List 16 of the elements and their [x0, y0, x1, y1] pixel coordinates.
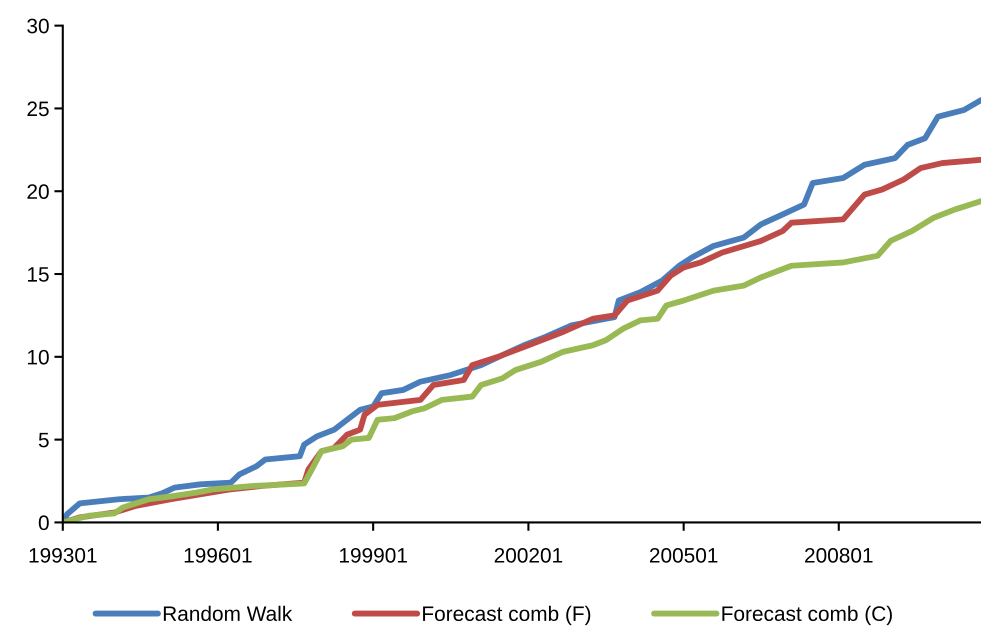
y-tick-label: 10: [28, 350, 49, 365]
x-tick-label: 199601: [184, 548, 252, 563]
legend-label: Forecast comb (F): [423, 606, 590, 626]
y-tick-label: 15: [28, 267, 49, 282]
y-tick-label: 20: [27, 184, 49, 199]
x-tick-label: 199301: [30, 548, 97, 563]
x-tick-label: 200801: [805, 548, 873, 563]
y-tick-label: 25: [27, 101, 49, 116]
x-tick-label: 200501: [650, 548, 718, 563]
y-tick-label: 30: [27, 18, 49, 34]
legend-label: Forecast comb (C): [722, 606, 892, 626]
x-tick-label: 200201: [494, 548, 562, 563]
y-tick-label: 5: [38, 432, 49, 448]
legend-label: Random Walk: [164, 606, 292, 622]
x-tick-label: 199901: [340, 548, 407, 563]
y-tick-label: 0: [38, 515, 49, 530]
